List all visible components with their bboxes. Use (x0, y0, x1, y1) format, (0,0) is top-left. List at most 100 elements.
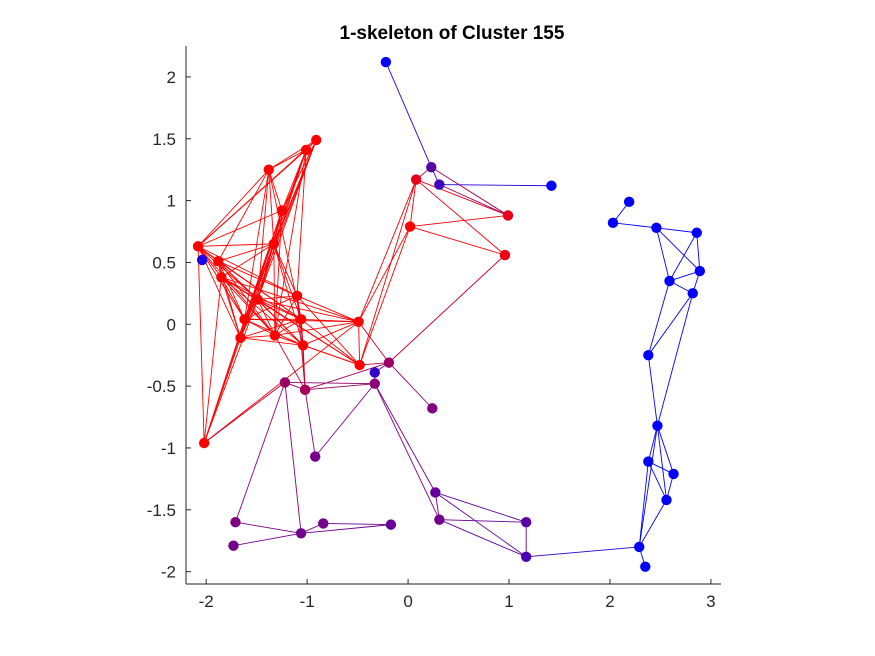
x-tick-label: -2 (199, 592, 214, 611)
y-tick-label: 2 (167, 68, 176, 87)
edge-line (301, 524, 391, 534)
node-point (691, 227, 702, 238)
node-point (383, 357, 395, 368)
edge-line (220, 276, 276, 336)
edge-line (388, 254, 506, 363)
node-point (276, 205, 288, 216)
edge-line (358, 321, 390, 363)
node-point (502, 210, 514, 221)
edge-line (696, 232, 701, 272)
y-tick-label: 1.5 (152, 130, 176, 149)
edge-line (296, 149, 307, 296)
x-tick-label: 3 (706, 592, 715, 611)
edge-line (240, 337, 304, 346)
edge-line (302, 344, 360, 366)
edge-layer (197, 61, 701, 567)
edge-line (300, 318, 360, 366)
node-point (369, 367, 380, 378)
node-point (434, 179, 445, 190)
edge-line (240, 334, 275, 339)
node-point (668, 468, 679, 480)
edge-line (257, 299, 359, 323)
edge-line (268, 169, 283, 211)
edge-line (358, 226, 411, 323)
x-tick-label: -1 (300, 592, 315, 611)
edge-line (358, 321, 361, 366)
edge-line (410, 214, 509, 228)
node-point (546, 180, 557, 191)
edge-line (197, 245, 298, 297)
edge-line (284, 382, 302, 534)
node-point (652, 420, 663, 431)
edge-line (374, 383, 436, 493)
edge-line (268, 149, 307, 171)
edge-line (274, 295, 298, 336)
edge-line (274, 335, 306, 391)
node-point (196, 254, 208, 266)
edge-line (415, 179, 506, 256)
edge-line (197, 149, 307, 247)
edge-line (257, 299, 304, 346)
edge-line (304, 389, 316, 457)
node-point (295, 528, 307, 539)
edge-line (220, 277, 245, 320)
node-point (499, 249, 511, 261)
node-point (198, 437, 210, 449)
edge-line (296, 295, 360, 366)
y-tick-label: 1 (167, 192, 176, 211)
edge-line (314, 383, 376, 457)
node-point (310, 451, 321, 462)
node-point (300, 144, 312, 156)
edge-line (268, 139, 317, 171)
node-point (385, 519, 397, 530)
node-point (252, 294, 263, 305)
x-tick-label: 2 (605, 592, 614, 611)
edge-line (203, 337, 241, 444)
edge-line (638, 461, 649, 547)
node-point (263, 164, 274, 175)
node-point (230, 516, 241, 528)
edge-line (435, 492, 527, 523)
edge-line (656, 425, 667, 500)
node-point (694, 265, 706, 277)
y-tick-label: 0 (167, 315, 176, 334)
node-point (235, 332, 246, 344)
node-point (643, 456, 654, 467)
node-point (661, 494, 672, 506)
node-point (295, 314, 307, 325)
edge-line (221, 276, 359, 323)
edge-line (235, 521, 302, 534)
edge-line (656, 425, 674, 475)
node-point (311, 134, 322, 146)
edge-line (301, 318, 359, 323)
chart-title: 1-skeleton of Cluster 155 (340, 23, 565, 44)
node-point (434, 514, 445, 525)
node-point (520, 551, 532, 562)
edge-line (274, 321, 359, 336)
edge-line (647, 293, 694, 356)
x-tick-label: 0 (403, 592, 412, 611)
node-point (192, 241, 204, 252)
y-tick-label: -1 (161, 439, 176, 458)
edge-line (435, 492, 527, 558)
edge-line (197, 210, 283, 247)
edge-line (305, 383, 375, 391)
edge-line (197, 169, 270, 247)
edge-line (284, 381, 375, 385)
edge-line (409, 226, 506, 256)
edge-line (257, 295, 298, 300)
edge-line (409, 179, 417, 227)
edge-line (220, 277, 241, 339)
edge-line (439, 519, 527, 523)
edge-line (198, 243, 274, 247)
edge-line (274, 210, 283, 336)
node-point (297, 340, 309, 351)
node-point (687, 288, 698, 299)
node-point (640, 561, 651, 572)
edge-line (240, 318, 302, 339)
node-point (279, 377, 291, 388)
node-point (268, 238, 280, 250)
edge-line (358, 179, 417, 322)
edge-line (197, 246, 276, 336)
edge-line (638, 425, 658, 547)
